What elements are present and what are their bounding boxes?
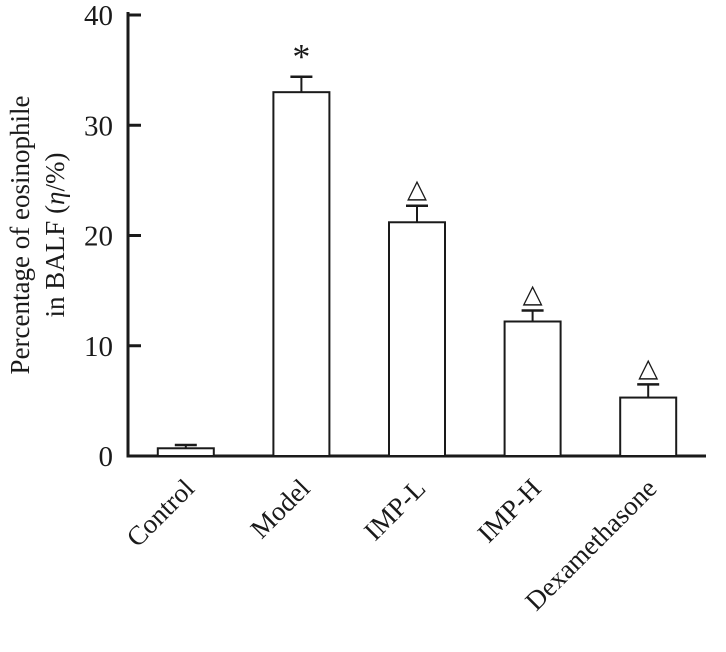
y-tick-label: 40	[84, 0, 113, 32]
significance-marker: *	[292, 37, 310, 77]
bar-Dexamethasone	[619, 396, 678, 458]
x-tick-label: IMP-L	[358, 473, 431, 546]
x-tick-label: IMP-H	[472, 473, 547, 548]
y-tick-label: 20	[84, 221, 113, 253]
x-tick-label: Model	[245, 473, 316, 544]
significance-marker: △	[523, 279, 543, 308]
bar-Control	[156, 447, 215, 458]
y-tick-label: 30	[84, 110, 113, 142]
x-tick-label: Control	[120, 473, 200, 553]
significance-marker: △	[407, 175, 427, 204]
significance-marker: △	[638, 353, 658, 382]
bar-IMP-L	[388, 221, 446, 457]
y-tick-label: 10	[84, 331, 113, 363]
y-tick-label: 0	[99, 441, 114, 473]
bar-IMP-H	[503, 320, 562, 457]
bar-Model	[272, 91, 331, 458]
